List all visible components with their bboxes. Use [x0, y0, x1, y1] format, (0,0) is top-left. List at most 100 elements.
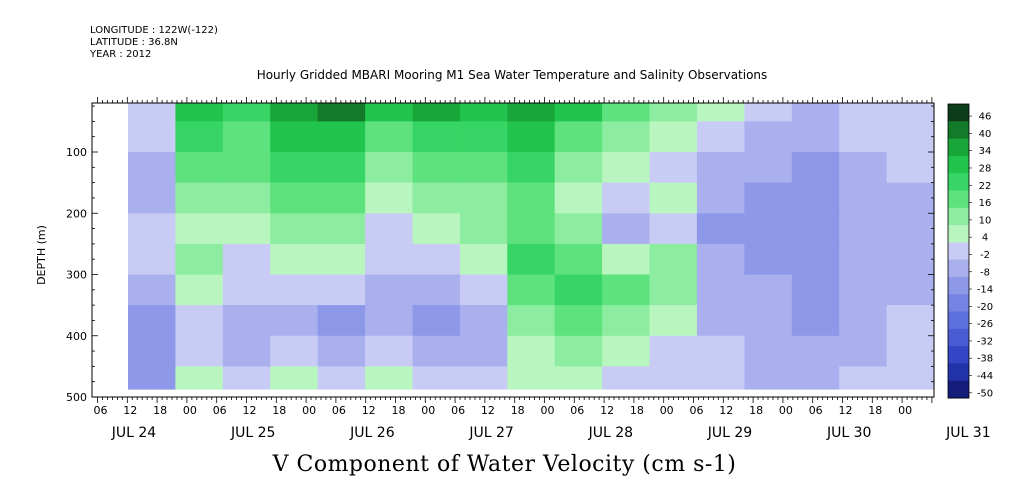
heatmap-cell: [175, 243, 224, 276]
heatmap-cell: [744, 305, 793, 337]
heatmap-cell: [365, 152, 414, 184]
y-tick-label: 300: [66, 269, 87, 282]
heatmap-cell: [791, 103, 840, 122]
x-hour-tick-label: 00: [660, 404, 674, 417]
heatmap-cell: [744, 243, 793, 276]
heatmap-cell: [554, 305, 603, 337]
heatmap-cell: [839, 152, 888, 184]
heatmap-cell: [886, 213, 935, 245]
heatmap-cell: [317, 274, 366, 306]
heatmap-cell: [222, 335, 271, 367]
heatmap-cell: [602, 305, 651, 337]
heatmap-cell: [554, 274, 603, 306]
heatmap-cell: [602, 335, 651, 367]
colorbar-swatch: [948, 121, 969, 140]
heatmap-cell: [128, 243, 176, 276]
heatmap-cell: [507, 274, 556, 306]
y-tick-label: 100: [66, 146, 87, 159]
heatmap-cell: [696, 182, 745, 214]
heatmap-cell: [412, 182, 461, 214]
heatmap-cell: [270, 305, 319, 337]
variable-label: V Component of Water Velocity (cm s-1): [272, 452, 737, 477]
heatmap-cell: [602, 213, 651, 245]
heatmap-cell: [365, 305, 414, 337]
heatmap-cell: [696, 335, 745, 367]
heatmap-cell: [649, 152, 698, 184]
heatmap-cell: [175, 335, 224, 367]
x-hour-tick-label: 18: [392, 404, 406, 417]
heatmap-cell: [507, 213, 556, 245]
heatmap-cell: [222, 121, 271, 153]
heatmap-cell: [554, 243, 603, 276]
heatmap-cell: [554, 182, 603, 214]
heatmap-cell: [744, 274, 793, 306]
heatmap-cell: [696, 274, 745, 306]
heatmap-cell: [839, 182, 888, 214]
heatmap-cell: [365, 274, 414, 306]
heatmap-cell: [649, 121, 698, 153]
heatmap-cell: [459, 366, 508, 390]
x-hour-tick-label: 12: [481, 404, 495, 417]
heatmap-cell: [744, 121, 793, 153]
y-tick-label: 500: [66, 391, 87, 404]
x-hour-tick-label: 00: [302, 404, 316, 417]
heatmap-cell: [270, 152, 319, 184]
heatmap-cell: [365, 103, 414, 122]
heatmap-cell: [886, 182, 935, 214]
heatmap-cell: [412, 366, 461, 390]
heatmap-cell: [317, 366, 366, 390]
heatmap-cell: [270, 274, 319, 306]
heatmap-cell: [886, 103, 935, 122]
heatmap-cell: [365, 243, 414, 276]
heatmap-cell: [791, 182, 840, 214]
colorbar-label: -50: [977, 388, 993, 399]
heatmap-cell: [554, 121, 603, 153]
heatmap-cell: [270, 366, 319, 390]
heatmap-cell: [128, 121, 176, 153]
heatmap-cell: [128, 182, 176, 214]
heatmap-cell: [507, 366, 556, 390]
x-hour-tick-label: 06: [94, 404, 108, 417]
heatmap-cell: [222, 182, 271, 214]
x-date-label: JUL 25: [230, 425, 275, 441]
colorbar-swatch: [948, 225, 969, 243]
heatmap-cell: [317, 182, 366, 214]
heatmap-cell: [649, 335, 698, 367]
heatmap-cell: [507, 103, 556, 122]
colorbar-label: -8: [980, 267, 990, 278]
longitude-label: LONGITUDE : 122W(-122): [90, 25, 218, 36]
heatmap-cell: [412, 103, 461, 122]
heatmap-cell: [791, 121, 840, 153]
x-date-label: JUL 28: [588, 425, 633, 441]
heatmap-cell: [128, 335, 176, 367]
x-hour-tick-label: 18: [868, 404, 882, 417]
heatmap-cell: [412, 305, 461, 337]
heatmap-cell: [696, 213, 745, 245]
heatmap-cell: [128, 152, 176, 184]
heatmap-cell: [507, 243, 556, 276]
heatmap-cell: [412, 152, 461, 184]
heatmap-cell: [365, 366, 414, 390]
heatmap-cell: [222, 103, 271, 122]
x-hour-tick-label: 12: [839, 404, 853, 417]
heatmap-cell: [696, 121, 745, 153]
heatmap-cell: [602, 274, 651, 306]
latitude-label: LATITUDE : 36.8N: [90, 37, 178, 48]
colorbar-swatch: [948, 242, 969, 261]
heatmap-cell: [175, 103, 224, 122]
heatmap-cell: [459, 243, 508, 276]
heatmap-cell: [459, 182, 508, 214]
heatmap-cell: [554, 366, 603, 390]
heatmap-cell: [459, 103, 508, 122]
heatmap-cell: [886, 121, 935, 153]
heatmap-cell: [696, 305, 745, 337]
heatmap-cell: [839, 213, 888, 245]
heatmap-cell: [222, 274, 271, 306]
heatmap-cell: [886, 366, 935, 390]
heatmap-cell: [222, 152, 271, 184]
heatmap-cell: [175, 274, 224, 306]
heatmap-cell: [839, 121, 888, 153]
x-hour-tick-label: 18: [153, 404, 167, 417]
heatmap-cell: [270, 243, 319, 276]
heatmap-cell: [507, 152, 556, 184]
